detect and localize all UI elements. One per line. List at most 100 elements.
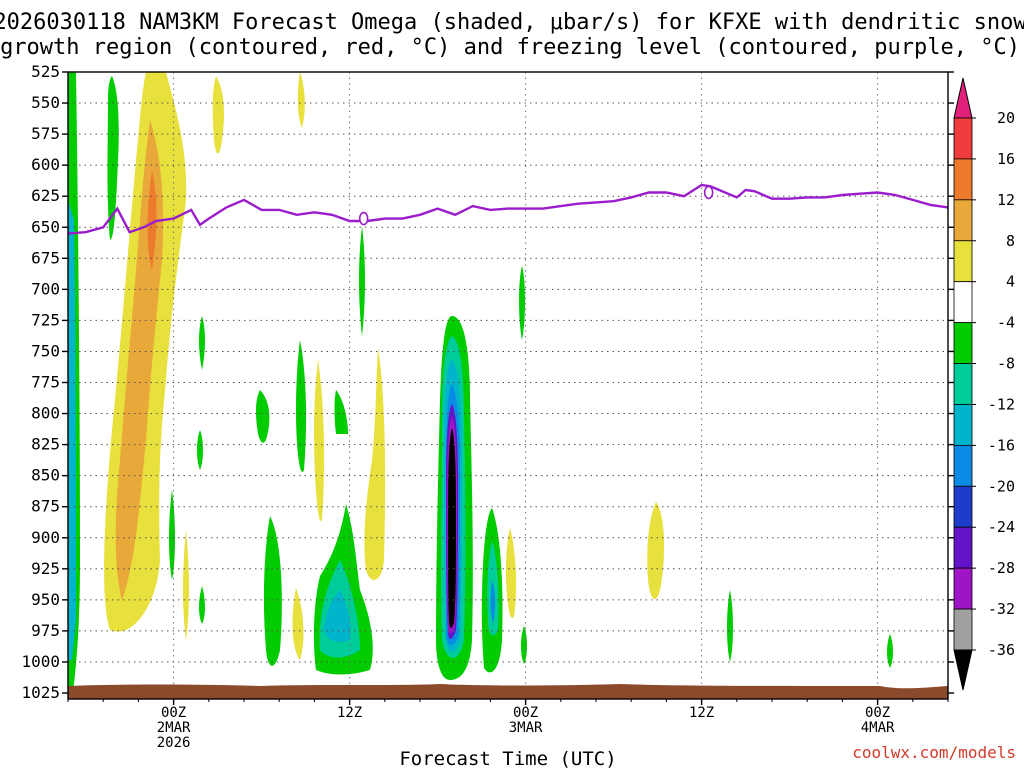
colorbar-swatch: [953, 199, 973, 242]
colorbar-bottom-arrow: [953, 649, 973, 691]
y-tick-label: 825: [31, 435, 60, 454]
omega-region-yellow-cell-6: [292, 588, 304, 660]
y-tick-label: 975: [31, 621, 60, 640]
omega-region-green-cell-16: [887, 634, 893, 668]
chart-title-line2: growth region (contoured, red, °C) and f…: [0, 35, 1020, 60]
colorbar-swatch: [953, 281, 973, 324]
omega-region-yellow-cell-8: [647, 502, 665, 600]
y-tick-label: 875: [31, 497, 60, 516]
x-tick-label: 12Z: [337, 705, 362, 721]
y-tick-label: 800: [31, 404, 60, 423]
omega-region-yellow-cell-5: [183, 530, 189, 640]
colorbar-label: -32: [988, 600, 1015, 618]
y-tick-label: 850: [31, 466, 60, 485]
y-tick-label: 775: [31, 373, 60, 392]
y-tick-label: 1025: [21, 683, 60, 702]
y-tick-label: 725: [31, 310, 60, 329]
colorbar-swatch: [953, 158, 973, 201]
y-tick-label: 525: [31, 62, 60, 81]
x-tick-label: 00Z: [161, 705, 186, 721]
colorbar-label: 16: [997, 150, 1015, 168]
y-tick-label: 900: [31, 528, 60, 547]
plot-area: [67, 71, 949, 700]
y-tick-label: 700: [31, 279, 60, 298]
omega-region-ascent-core: [448, 428, 456, 628]
omega-region-descent-strong: [147, 170, 157, 270]
omega-region-green-cell-15: [727, 590, 733, 662]
omega-region-green-cell-13: [519, 266, 525, 340]
colorbar-label: -24: [988, 518, 1015, 536]
x-tick-label: 00Z: [513, 705, 538, 721]
omega-region-green-cell-10: [263, 516, 282, 666]
colorbar-swatch: [953, 567, 973, 610]
y-tick-label: 600: [31, 155, 60, 174]
omega-region-green-cell-14: [521, 626, 527, 664]
grid-lines: [68, 72, 948, 699]
chart-title-line1: 2026030118 NAM3KM Forecast Omega (shaded…: [0, 10, 1024, 35]
x-axis-label: Forecast Time (UTC): [399, 748, 616, 768]
omega-region-cyan-cell-12: [490, 580, 496, 624]
omega-region-yellow-cell-4: [364, 348, 386, 580]
freezing-level-labels: [358, 185, 714, 226]
x-tick-label: 00Z: [865, 705, 890, 721]
omega-region-green-strip-1: [107, 76, 119, 240]
x-tick-label: 2MAR: [157, 720, 191, 736]
colorbar-swatch: [953, 444, 973, 487]
y-tick-label: 650: [31, 217, 60, 236]
omega-region-green-cell-2: [256, 390, 270, 443]
y-tick-label: 550: [31, 93, 60, 112]
x-tick-label: 12Z: [689, 705, 714, 721]
colorbar-label: -16: [988, 436, 1015, 454]
y-tick-label: 750: [31, 341, 60, 360]
colorbar-label: 12: [997, 191, 1015, 209]
freezing-level-contour-label: [703, 185, 714, 200]
x-tick-label: 2026: [157, 735, 191, 751]
y-tick-label: 950: [31, 590, 60, 609]
colorbar-label: 20: [997, 109, 1015, 127]
y-tick-label: 925: [31, 559, 60, 578]
colorbar-label: -8: [997, 355, 1015, 373]
omega-region-left-ascent-strong: [68, 200, 76, 660]
x-tick-label: 3MAR: [509, 720, 543, 736]
omega-region-cyan-cell-11: [324, 590, 351, 642]
colorbar-label: 8: [1006, 232, 1015, 250]
freezing-level-line: [67, 183, 949, 235]
colorbar-swatch: [953, 240, 973, 283]
y-tick-label: 1000: [21, 652, 60, 671]
colorbar-label: -36: [988, 641, 1015, 659]
colorbar-label: -20: [988, 477, 1015, 495]
y-axis: 525 550 575 600 625 650 675 700 725 750 775 800 825 8…: [21, 62, 954, 702]
omega-region-green-cell-3: [296, 340, 307, 472]
colorbar: 20 16 12 8 4 -4 -8 -12 -16 -20 -24 -28 -32 -36: [953, 77, 1015, 691]
omega-region-yellow-cell-3: [314, 360, 325, 522]
omega-region-yellow-cell-1: [212, 76, 224, 154]
colorbar-label: 4: [1006, 273, 1015, 291]
y-tick-label: 625: [31, 186, 60, 205]
colorbar-swatch: [953, 485, 973, 528]
colorbar-swatch: [953, 608, 973, 651]
omega-region-green-cell-4: [334, 390, 348, 434]
y-tick-label: 675: [31, 248, 60, 267]
credit-text: coolwx.com/models: [852, 743, 1016, 762]
colorbar-swatch: [953, 322, 973, 364]
colorbar-label: -12: [988, 395, 1015, 413]
plot-frame: [67, 71, 949, 700]
y-tick-label: 575: [31, 124, 60, 143]
colorbar-label: -28: [988, 559, 1015, 577]
colorbar-swatch: [953, 117, 973, 160]
omega-region-yellow-cell-2: [297, 72, 305, 128]
omega-region-green-cell-7: [197, 430, 203, 470]
omega-region-green-cell-9: [199, 586, 205, 624]
ground-terrain: [68, 684, 948, 699]
omega-region-green-cell-5: [359, 226, 365, 336]
omega-region-green-cell-6: [199, 316, 205, 370]
freezing-level-contour-label: [358, 211, 369, 226]
omega-region-yellow-cell-7: [506, 528, 517, 619]
colorbar-swatch: [953, 526, 973, 569]
colorbar-label: -4: [997, 314, 1015, 332]
colorbar-swatch: [953, 363, 973, 405]
x-tick-label: 4MAR: [861, 720, 895, 736]
colorbar-swatch: [953, 404, 973, 446]
